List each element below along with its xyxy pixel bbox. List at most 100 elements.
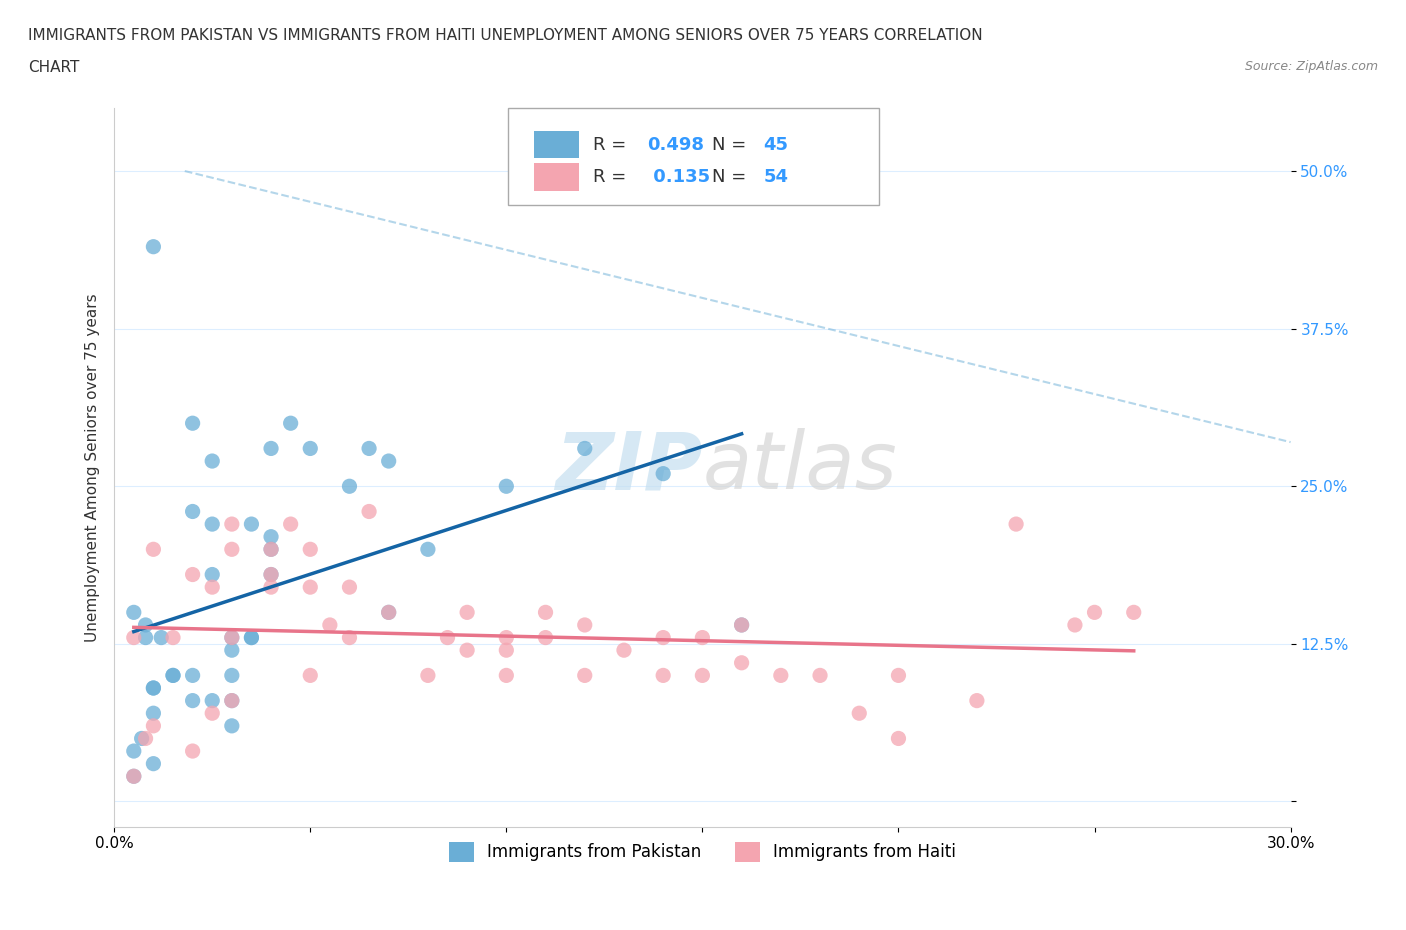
Text: 0.498: 0.498	[647, 136, 704, 153]
Point	[887, 731, 910, 746]
Point	[150, 631, 173, 645]
Point	[495, 643, 517, 658]
Point	[122, 631, 145, 645]
Text: 45: 45	[763, 136, 789, 153]
Point	[359, 441, 381, 456]
Text: Source: ZipAtlas.com: Source: ZipAtlas.com	[1244, 60, 1378, 73]
Point	[142, 239, 165, 254]
Point	[436, 631, 458, 645]
Point	[221, 631, 243, 645]
Point	[339, 631, 361, 645]
Point	[135, 631, 157, 645]
Point	[299, 542, 322, 557]
Point	[142, 718, 165, 733]
Point	[730, 618, 752, 632]
Point	[416, 668, 439, 683]
Point	[377, 604, 399, 619]
Point	[377, 604, 399, 619]
Point	[574, 668, 596, 683]
Point	[201, 567, 224, 582]
Point	[181, 668, 204, 683]
Point	[122, 769, 145, 784]
Text: CHART: CHART	[28, 60, 80, 75]
Point	[181, 567, 204, 582]
Point	[280, 416, 302, 431]
Point	[730, 656, 752, 671]
Point	[359, 504, 381, 519]
Point	[221, 693, 243, 708]
Point	[162, 668, 184, 683]
Point	[221, 643, 243, 658]
Point	[692, 631, 714, 645]
Point	[534, 631, 557, 645]
FancyBboxPatch shape	[534, 131, 579, 158]
Point	[260, 567, 283, 582]
Point	[1064, 618, 1087, 632]
Point	[887, 668, 910, 683]
Point	[260, 567, 283, 582]
Point	[240, 517, 263, 532]
Point	[730, 618, 752, 632]
Point	[221, 718, 243, 733]
Point	[769, 668, 792, 683]
Point	[534, 604, 557, 619]
Point	[260, 441, 283, 456]
Point	[574, 618, 596, 632]
Point	[377, 454, 399, 469]
Point	[135, 731, 157, 746]
Point	[221, 631, 243, 645]
Text: 54: 54	[763, 168, 789, 186]
Point	[142, 756, 165, 771]
Point	[495, 479, 517, 494]
Text: N =: N =	[711, 136, 752, 153]
Point	[1005, 517, 1028, 532]
Point	[201, 706, 224, 721]
Point	[201, 454, 224, 469]
Point	[692, 668, 714, 683]
Point	[240, 631, 263, 645]
Point	[652, 668, 675, 683]
Point	[260, 542, 283, 557]
Point	[201, 579, 224, 594]
Point	[280, 517, 302, 532]
Point	[122, 744, 145, 759]
Point	[240, 631, 263, 645]
Point	[808, 668, 831, 683]
Point	[142, 681, 165, 696]
Point	[260, 529, 283, 544]
Point	[122, 769, 145, 784]
Text: R =: R =	[593, 136, 631, 153]
Point	[201, 693, 224, 708]
Point	[495, 668, 517, 683]
FancyBboxPatch shape	[509, 108, 879, 205]
Point	[181, 504, 204, 519]
Point	[135, 618, 157, 632]
Point	[613, 643, 636, 658]
Point	[456, 604, 478, 619]
Legend: Immigrants from Pakistan, Immigrants from Haiti: Immigrants from Pakistan, Immigrants fro…	[441, 835, 963, 869]
Point	[299, 579, 322, 594]
Point	[848, 706, 870, 721]
Point	[260, 542, 283, 557]
Point	[652, 631, 675, 645]
Y-axis label: Unemployment Among Seniors over 75 years: Unemployment Among Seniors over 75 years	[86, 293, 100, 642]
Point	[162, 631, 184, 645]
Point	[1083, 604, 1105, 619]
Point	[339, 579, 361, 594]
Point	[1122, 604, 1144, 619]
FancyBboxPatch shape	[534, 164, 579, 191]
Point	[299, 441, 322, 456]
Point	[495, 631, 517, 645]
Point	[652, 466, 675, 481]
Point	[181, 744, 204, 759]
Point	[260, 579, 283, 594]
Point	[181, 416, 204, 431]
Point	[221, 668, 243, 683]
Point	[299, 668, 322, 683]
Text: ZIP: ZIP	[555, 429, 703, 506]
Point	[181, 693, 204, 708]
Point	[966, 693, 988, 708]
Text: R =: R =	[593, 168, 631, 186]
Point	[456, 643, 478, 658]
Text: N =: N =	[711, 168, 752, 186]
